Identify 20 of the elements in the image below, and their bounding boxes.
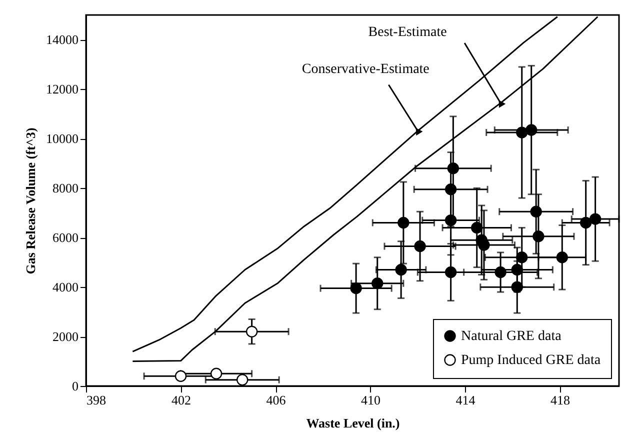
annotation: Conservative-Estimate	[302, 62, 430, 77]
y-tick-label: 0	[72, 378, 78, 394]
x-tick-label: 414	[456, 392, 476, 408]
y-axis-title: Gas Release Volume (ft^3)	[23, 128, 38, 274]
y-tick-label: 6000	[52, 230, 78, 246]
x-tick-label: 406	[266, 392, 286, 408]
y-tick-label: 2000	[52, 329, 78, 344]
legend-label: Pump Induced GRE data	[461, 353, 602, 368]
y-tick-label: 10000	[46, 131, 78, 146]
x-tick-label: 398	[86, 392, 106, 408]
y-tick-label: 8000	[52, 180, 78, 196]
x-tick-label: 402	[172, 392, 192, 408]
annotation: Best-Estimate	[368, 25, 447, 40]
x-tick-label: 418	[550, 392, 570, 408]
y-tick-label: 14000	[46, 32, 78, 48]
x-axis-title: Waste Level (in.)	[306, 416, 400, 430]
legend-label: Natural GRE data	[461, 329, 562, 344]
x-tick-label: 410	[361, 392, 381, 408]
y-tick-label: 12000	[46, 82, 78, 97]
y-tick-label: 4000	[52, 280, 78, 295]
